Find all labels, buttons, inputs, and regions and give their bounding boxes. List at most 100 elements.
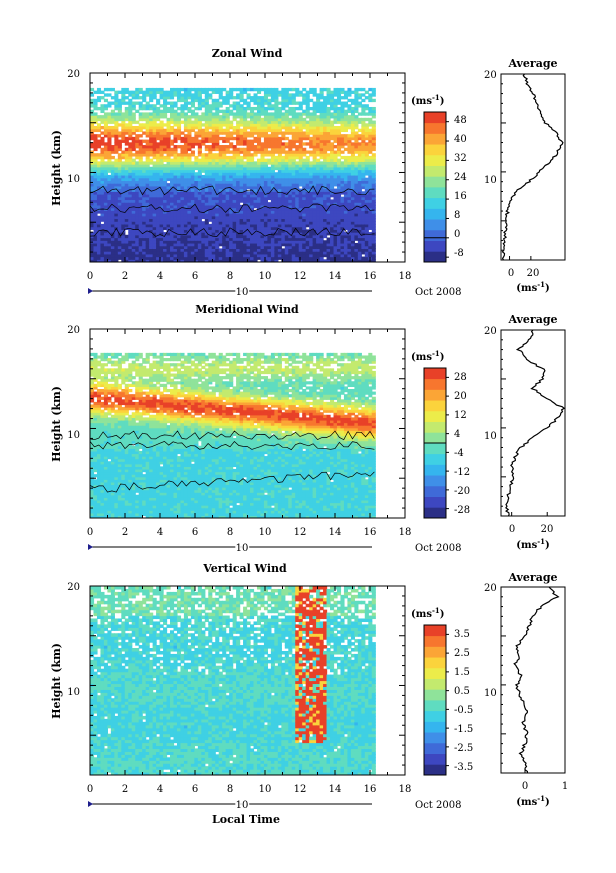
- heatmap-cell: [253, 183, 258, 187]
- heatmap-cell: [128, 183, 133, 187]
- heatmap-cell: [256, 150, 262, 154]
- heatmap-cell: [107, 259, 112, 262]
- heatmap-cell: [159, 256, 164, 260]
- heatmap-cell: [368, 180, 373, 184]
- heatmap-cell: [277, 240, 282, 244]
- heatmap-cell: [110, 134, 115, 138]
- heatmap-cell: [176, 226, 182, 230]
- heatmap-cell: [302, 93, 307, 97]
- heatmap-cell: [110, 161, 115, 165]
- heatmap-cell: [190, 174, 195, 179]
- heatmap-cell: [336, 93, 342, 97]
- heatmap-cell: [371, 142, 376, 146]
- heatmap-cell: [305, 215, 310, 220]
- heatmap-cell: [225, 117, 230, 122]
- heatmap-cell: [361, 215, 366, 220]
- heatmap-cell: [197, 98, 202, 103]
- heatmap-cell: [124, 180, 129, 184]
- colorbar-swatch: [424, 229, 446, 241]
- heatmap-cell: [274, 180, 279, 184]
- heatmap-cell: [288, 145, 293, 149]
- heatmap-cell: [204, 248, 209, 252]
- heatmap-cell: [319, 164, 324, 168]
- colorbar-tick-label: 40: [454, 134, 467, 145]
- heatmap-cell: [246, 172, 251, 176]
- heatmap-cell: [284, 101, 289, 105]
- heatmap-cell: [312, 185, 317, 190]
- heatmap-cell: [204, 93, 209, 97]
- heatmap-cell: [326, 237, 331, 241]
- heatmap-cell: [295, 226, 300, 230]
- heatmap-cell: [90, 117, 95, 122]
- heatmap-cell: [277, 128, 282, 133]
- heatmap-cell: [215, 237, 220, 241]
- heatmap-cell: [211, 112, 216, 116]
- heatmap-cell: [305, 90, 310, 94]
- heatmap-cell: [208, 153, 213, 157]
- heatmap-cell: [201, 210, 206, 214]
- heatmap-cell: [284, 188, 289, 192]
- heatmap-cell: [288, 161, 293, 165]
- heatmap-cell: [107, 237, 112, 241]
- heatmap-cell: [298, 150, 303, 154]
- heatmap-cell: [316, 158, 321, 162]
- heatmap-cell: [211, 210, 216, 214]
- heatmap-cell: [246, 158, 251, 162]
- heatmap-cell: [239, 240, 244, 244]
- heatmap-cell: [166, 131, 171, 135]
- heatmap-cell: [149, 134, 154, 138]
- heatmap-cell: [246, 126, 251, 130]
- date-axis-tick: 10: [236, 287, 249, 298]
- heatmap-cell: [100, 237, 105, 241]
- heatmap-cell: [201, 123, 206, 127]
- heatmap-cell: [281, 155, 286, 160]
- heatmap-cell: [312, 169, 317, 173]
- heatmap-cell: [152, 234, 157, 239]
- heatmap-cell: [312, 215, 317, 220]
- heatmap-cell: [288, 207, 293, 211]
- heatmap-cell: [267, 213, 272, 217]
- heatmap-cell: [197, 104, 202, 108]
- heatmap-cell: [222, 248, 227, 252]
- heatmap-cell: [371, 183, 376, 187]
- heatmap-cell: [138, 232, 143, 236]
- heatmap-cell: [173, 242, 178, 247]
- heatmap-cell: [364, 223, 369, 228]
- heatmap-cell: [291, 180, 296, 184]
- heatmap-cell: [96, 185, 102, 190]
- heatmap-cell: [330, 185, 335, 190]
- heatmap-cell: [138, 204, 143, 209]
- heatmap-cell: [336, 234, 342, 239]
- heatmap-cell: [260, 199, 265, 203]
- heatmap-cell: [330, 226, 335, 230]
- heatmap-cell: [284, 245, 289, 249]
- heatmap-cell: [201, 128, 206, 133]
- heatmap-cell: [343, 134, 349, 138]
- heatmap-cell: [236, 213, 241, 217]
- heatmap-cell: [208, 161, 213, 165]
- heatmap-cell: [183, 253, 188, 258]
- heatmap-cell: [180, 172, 185, 176]
- heatmap-cell: [110, 128, 115, 133]
- heatmap-cell: [204, 109, 209, 113]
- heatmap-cell: [96, 183, 102, 187]
- heatmap-cell: [343, 115, 349, 119]
- heatmap-cell: [159, 202, 164, 206]
- heatmap-cell: [354, 142, 359, 146]
- heatmap-cell: [232, 145, 237, 149]
- heatmap-cell: [263, 226, 269, 230]
- heatmap-cell: [243, 112, 248, 116]
- heatmap-cell: [323, 172, 328, 176]
- heatmap-cell: [267, 194, 272, 198]
- heatmap-cell: [180, 213, 185, 217]
- heatmap-cell: [166, 134, 171, 138]
- heatmap-cell: [326, 256, 331, 260]
- heatmap-cell: [326, 101, 331, 105]
- heatmap-cell: [215, 147, 220, 152]
- heatmap-cell: [142, 223, 147, 228]
- heatmap-cell: [107, 223, 112, 228]
- heatmap-cell: [229, 158, 234, 162]
- heatmap-cell: [117, 202, 122, 206]
- heatmap-cell: [197, 196, 202, 201]
- heatmap-cell: [336, 210, 342, 214]
